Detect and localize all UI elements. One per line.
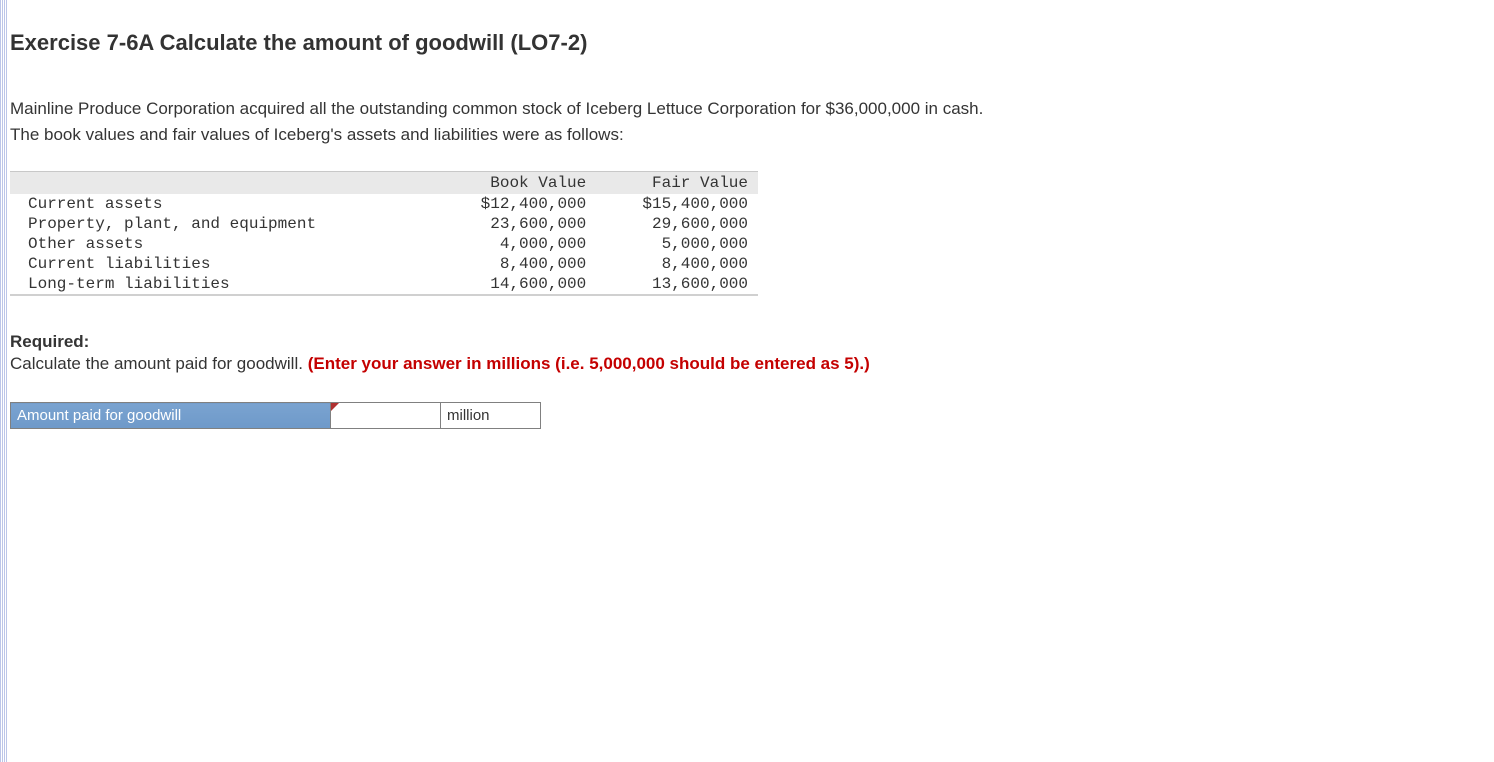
row-book-value: 14,600,000 [435, 274, 597, 295]
row-book-value: 4,000,000 [435, 234, 597, 254]
table-header-book: Book Value [435, 172, 597, 195]
answer-unit-cell: million [441, 403, 541, 429]
row-fair-value: 13,600,000 [596, 274, 758, 295]
input-corner-marker-icon [331, 403, 339, 411]
row-fair-value: $15,400,000 [596, 194, 758, 214]
required-text: Calculate the amount paid for goodwill. … [10, 354, 1474, 374]
table-row: Long-term liabilities 14,600,000 13,600,… [10, 274, 758, 295]
required-instruction: (Enter your answer in millions (i.e. 5,0… [308, 354, 870, 373]
required-plain: Calculate the amount paid for goodwill. [10, 354, 308, 373]
table-row: Current liabilities 8,400,000 8,400,000 [10, 254, 758, 274]
row-label: Other assets [10, 234, 435, 254]
answer-input-cell[interactable] [331, 403, 441, 429]
row-book-value: 8,400,000 [435, 254, 597, 274]
exercise-heading: Exercise 7-6A Calculate the amount of go… [10, 30, 1474, 56]
row-label: Current assets [10, 194, 435, 214]
values-table: Book Value Fair Value Current assets $12… [10, 171, 758, 296]
exercise-intro: Mainline Produce Corporation acquired al… [10, 96, 1474, 147]
answer-label-cell: Amount paid for goodwill [11, 403, 331, 429]
exercise-content: Exercise 7-6A Calculate the amount of go… [0, 0, 1494, 449]
left-stripe-border [0, 0, 8, 762]
row-fair-value: 8,400,000 [596, 254, 758, 274]
table-header-blank [10, 172, 435, 195]
row-fair-value: 5,000,000 [596, 234, 758, 254]
answer-row: Amount paid for goodwill million [11, 403, 541, 429]
table-header-row: Book Value Fair Value [10, 172, 758, 195]
intro-line-1: Mainline Produce Corporation acquired al… [10, 99, 983, 118]
table-row: Property, plant, and equipment 23,600,00… [10, 214, 758, 234]
row-book-value: 23,600,000 [435, 214, 597, 234]
row-book-value: $12,400,000 [435, 194, 597, 214]
table-header-fair: Fair Value [596, 172, 758, 195]
table-row: Other assets 4,000,000 5,000,000 [10, 234, 758, 254]
table-row: Current assets $12,400,000 $15,400,000 [10, 194, 758, 214]
goodwill-amount-input[interactable] [331, 403, 440, 428]
answer-table: Amount paid for goodwill million [10, 402, 541, 429]
row-label: Long-term liabilities [10, 274, 435, 295]
required-label: Required: [10, 332, 1474, 352]
intro-line-2: The book values and fair values of Icebe… [10, 125, 624, 144]
row-label: Current liabilities [10, 254, 435, 274]
row-fair-value: 29,600,000 [596, 214, 758, 234]
row-label: Property, plant, and equipment [10, 214, 435, 234]
